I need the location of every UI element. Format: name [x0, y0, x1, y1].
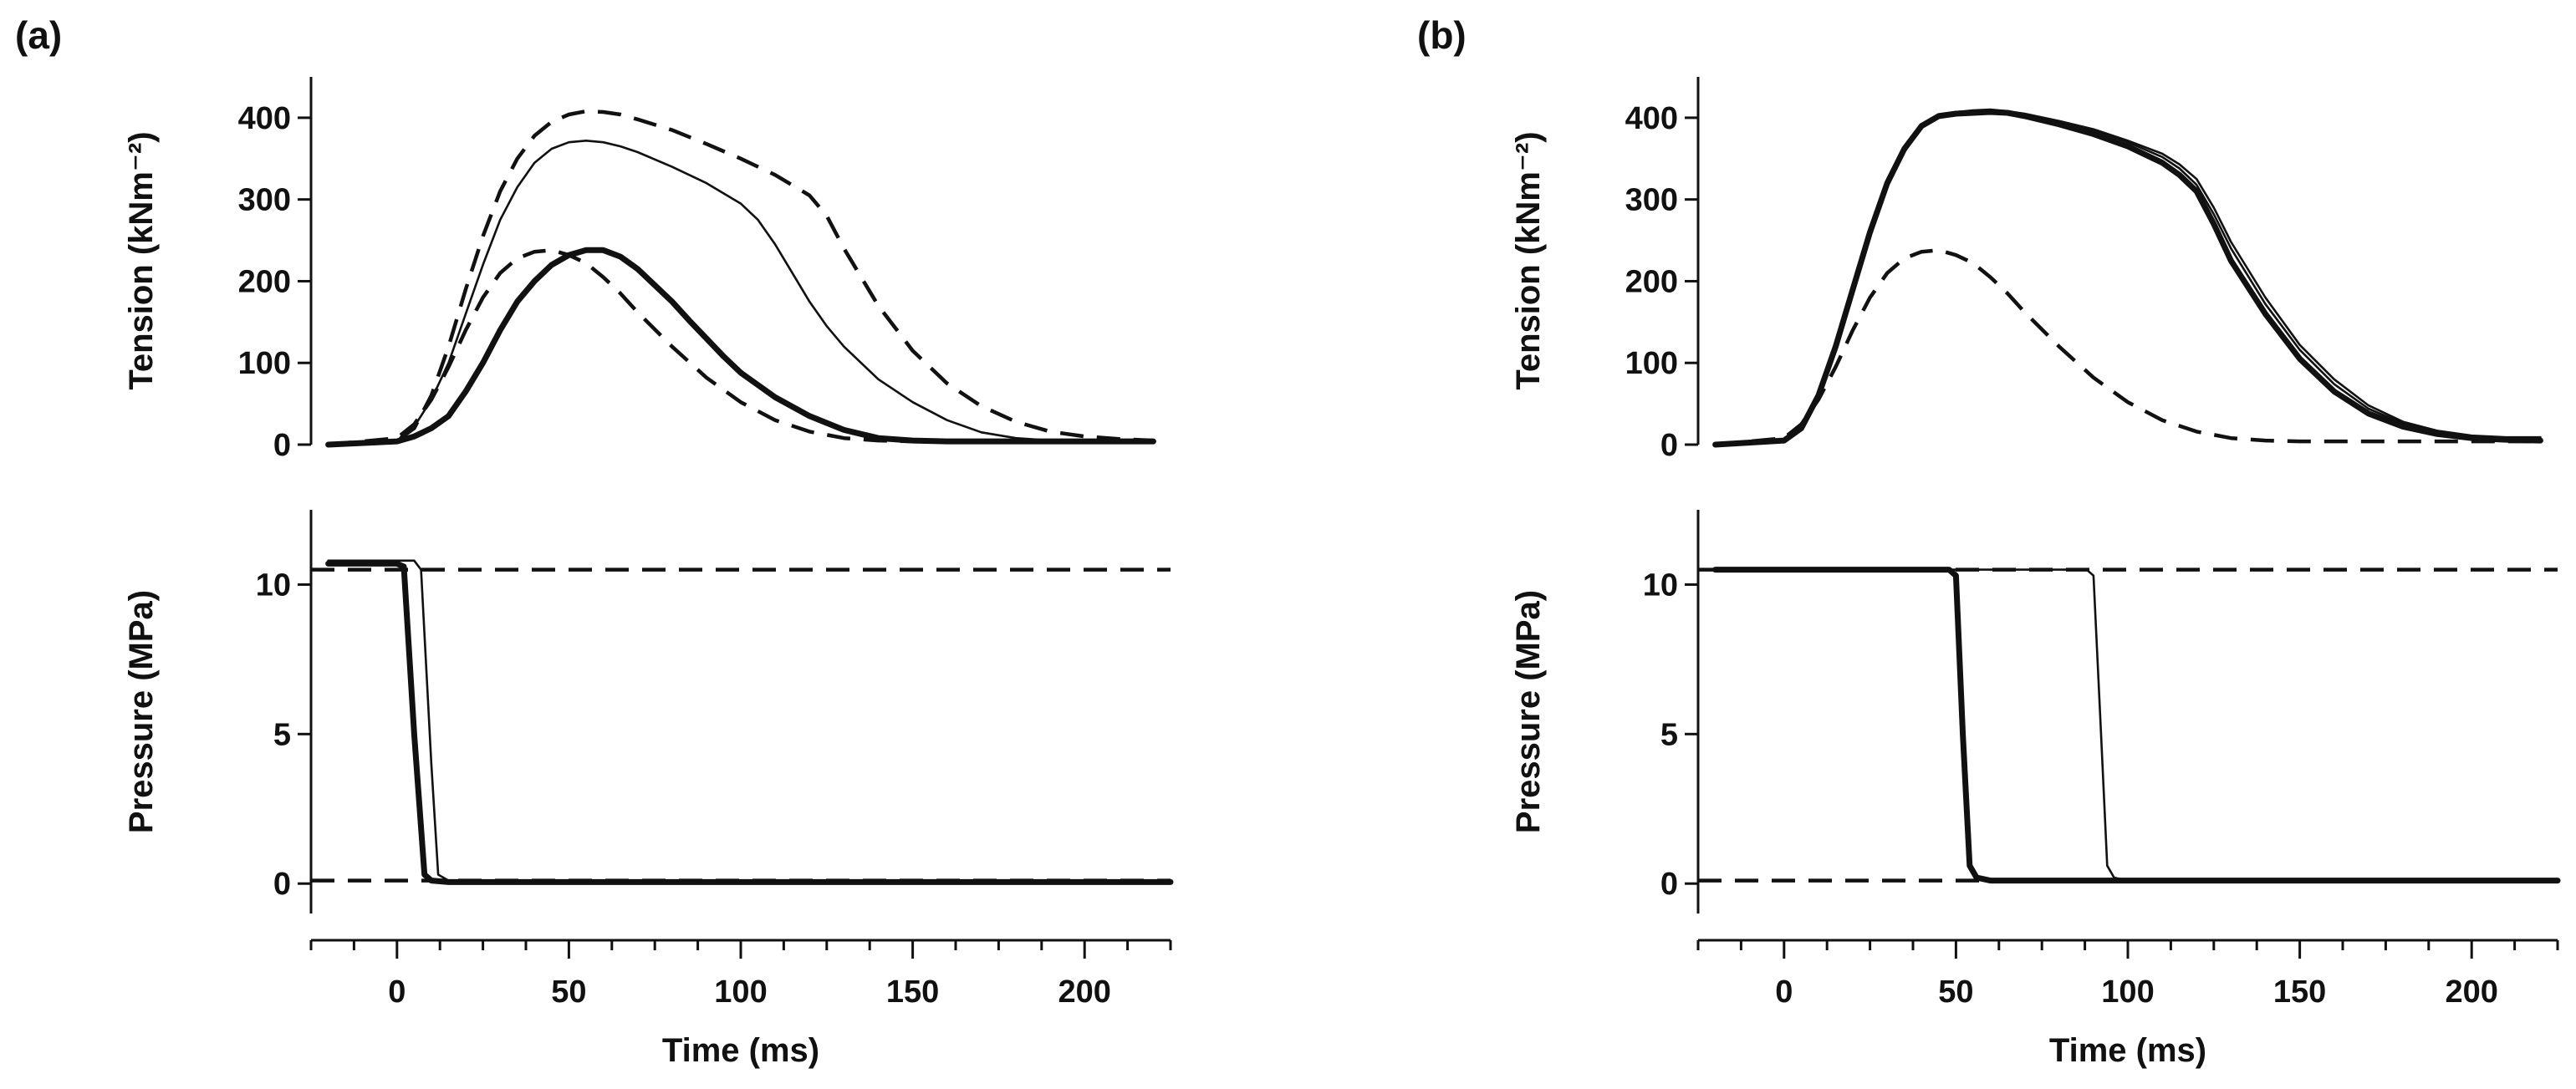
y-tick-label-a-top: 300	[238, 183, 291, 218]
series-dashed-upper-a-top	[328, 109, 1154, 447]
series-thin-release-a-bottom	[327, 559, 1172, 883]
series-dashed-lower-a-top	[328, 248, 1154, 447]
x-tick-label-b-bottom: 150	[2273, 975, 2326, 1010]
series-dashed-b-top	[1715, 248, 2541, 447]
y-tick-label-a-top: 400	[238, 101, 291, 136]
y-tick-label-a-bottom: 10	[256, 567, 291, 603]
x-axis-title-b-bottom: Time (ms)	[2049, 1032, 2206, 1069]
chart-b-bottom: 0 5 10 Pressure (MPa) 0 50 100 150 200 Time (ms)	[1510, 510, 2561, 1069]
y-tick-label-b-bottom: 10	[1643, 567, 1678, 603]
x-tick-label-a-bottom: 0	[388, 975, 406, 1010]
series-thin-release-b-bottom	[1714, 568, 2559, 882]
y-tick-label-a-top: 200	[238, 264, 291, 299]
x-tick-label-b-bottom: 200	[2445, 975, 2497, 1010]
y-axis-title-b-top: Tension (kNm⁻²)	[1510, 131, 1547, 389]
chart-a-bottom: 0 5 10 Pressure (MPa) 0 50 100 150 200 Time (ms)	[123, 510, 1174, 1069]
x-tick-label-a-bottom: 150	[886, 975, 939, 1010]
x-tick-label-b-bottom: 50	[1938, 975, 1973, 1010]
series-thick-release-a-bottom	[325, 560, 1174, 885]
y-tick-label-b-top: 400	[1625, 101, 1678, 136]
series-thick-lower-a-top	[325, 247, 1156, 448]
series-thin-upper-a-top	[327, 140, 1155, 446]
y-tick-label-b-top: 100	[1625, 346, 1678, 381]
y-axis-title-a-top: Tension (kNm⁻²)	[123, 131, 160, 389]
y-tick-label-b-top: 300	[1625, 183, 1678, 218]
x-tick-label-a-bottom: 200	[1058, 975, 1110, 1010]
x-tick-label-b-bottom: 100	[2101, 975, 2154, 1010]
x-axis-title-a-bottom: Time (ms)	[662, 1032, 819, 1069]
y-tick-label-b-bottom: 0	[1660, 867, 1678, 902]
panel-label-a: (a)	[15, 13, 62, 57]
x-tick-label-a-bottom: 50	[551, 975, 586, 1010]
y-tick-label-a-top: 0	[273, 428, 291, 463]
x-tick-label-b-bottom: 0	[1775, 975, 1793, 1010]
series-thick-b-top	[1712, 109, 2543, 448]
panel-label-b: (b)	[1417, 13, 1467, 57]
y-axis-title-a-bottom: Pressure (MPa)	[123, 590, 160, 833]
y-tick-label-b-bottom: 5	[1660, 717, 1678, 752]
y-tick-label-b-top: 0	[1660, 428, 1678, 463]
series-thin-b-b-top	[1714, 108, 2542, 446]
chart-b-top: 0 100 200 300 400 Tension (kNm⁻²)	[1510, 77, 2543, 463]
x-tick-label-a-bottom: 100	[714, 975, 767, 1010]
y-tick-label-a-bottom: 0	[273, 867, 291, 902]
y-tick-label-a-bottom: 5	[273, 717, 291, 752]
y-tick-label-a-top: 100	[238, 346, 291, 381]
y-tick-label-b-top: 200	[1625, 264, 1678, 299]
chart-a-top: 0 100 200 300 400 Tension (kNm⁻²)	[123, 77, 1156, 463]
y-axis-title-b-bottom: Pressure (MPa)	[1510, 590, 1547, 833]
